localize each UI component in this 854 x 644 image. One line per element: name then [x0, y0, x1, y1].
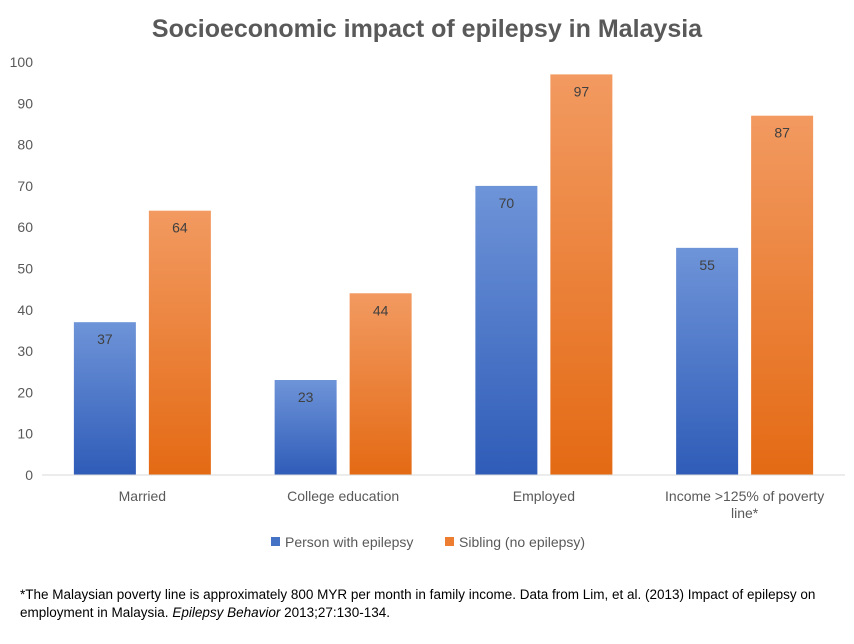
bar-epilepsy — [274, 380, 337, 475]
bar-sibling — [751, 115, 814, 475]
bar-chart: Socioeconomic impact of epilepsy in Mala… — [10, 15, 845, 550]
footnote-journal: Epilepsy Behavior — [172, 605, 281, 620]
footnote: *The Malaysian poverty line is approxima… — [20, 586, 840, 622]
category-label: Income >125% of poverty line* — [665, 488, 824, 521]
y-tick-label: 60 — [17, 219, 33, 235]
bar-epilepsy — [73, 322, 136, 475]
data-label: 55 — [699, 257, 715, 273]
legend: Person with epilepsy Sibling (no epilepsy… — [271, 534, 585, 550]
bar-sibling — [349, 293, 412, 475]
y-tick-label: 70 — [17, 178, 33, 194]
legend-label: Person with epilepsy — [285, 534, 413, 550]
data-labels: 37 64 23 44 70 97 55 87 — [97, 83, 790, 405]
y-tick-label: 40 — [17, 302, 33, 318]
data-label: 97 — [574, 83, 590, 99]
category-label: Employed — [513, 488, 575, 504]
category-label: College education — [287, 488, 399, 504]
data-label: 87 — [774, 125, 790, 141]
bar-epilepsy — [475, 185, 538, 475]
bar-sibling — [148, 210, 211, 475]
data-label: 64 — [172, 220, 188, 236]
y-tick-label: 20 — [17, 384, 33, 400]
data-label: 70 — [499, 195, 515, 211]
y-tick-label: 50 — [17, 261, 33, 277]
bars — [73, 74, 814, 475]
y-tick-label: 90 — [17, 95, 33, 111]
chart-title: Socioeconomic impact of epilepsy in Mala… — [152, 15, 703, 43]
legend-swatch — [271, 537, 280, 546]
bar-epilepsy — [676, 247, 739, 475]
legend-swatch — [445, 537, 454, 546]
footnote-text: *The Malaysian poverty line is approxima… — [20, 587, 816, 620]
y-axis: 0 10 20 30 40 50 60 70 80 90 100 — [10, 54, 34, 483]
x-axis: Married College education Employed Income >… — [42, 474, 845, 521]
bar-sibling — [550, 74, 613, 475]
category-label: Married — [119, 488, 166, 504]
legend-label: Sibling (no epilepsy) — [459, 534, 585, 550]
data-label: 23 — [298, 389, 314, 405]
y-tick-label: 10 — [17, 426, 33, 442]
y-tick-label: 30 — [17, 343, 33, 359]
y-tick-label: 80 — [17, 137, 33, 153]
footnote-citation: 2013;27:130-134. — [280, 605, 390, 620]
y-tick-label: 0 — [25, 467, 33, 483]
data-label: 37 — [97, 331, 113, 347]
y-tick-label: 100 — [10, 54, 34, 70]
data-label: 44 — [373, 302, 389, 318]
